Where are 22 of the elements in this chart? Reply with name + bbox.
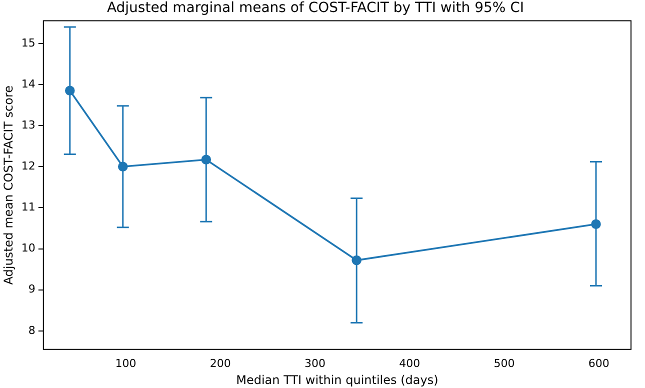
x-axis-title: Median TTI within quintiles (days) xyxy=(236,372,438,387)
y-tick-label: 10 xyxy=(21,242,36,255)
x-tick-label: 500 xyxy=(494,356,515,370)
y-tick-label: 14 xyxy=(21,77,36,90)
point xyxy=(591,219,601,230)
y-tick-label: 11 xyxy=(21,200,36,214)
point xyxy=(64,86,75,96)
point xyxy=(352,255,362,266)
x-tick-label: 200 xyxy=(210,356,231,370)
y-tick-label: 8 xyxy=(28,324,36,337)
x-tick-label: 100 xyxy=(115,356,136,370)
x-tick-label: 400 xyxy=(399,356,420,370)
x-tick-label: 300 xyxy=(304,356,326,370)
x-tick-label: 600 xyxy=(588,356,610,370)
y-tick-label: 9 xyxy=(28,282,36,296)
y-axis-title: Adjusted mean COST-FACIT score xyxy=(1,85,16,285)
point xyxy=(118,162,128,172)
chart-title: Adjusted marginal means of COST-FACIT by TTI with 95% CI xyxy=(106,0,524,16)
y-tick-label: 13 xyxy=(21,118,36,132)
point xyxy=(201,154,212,165)
y-tick-label: 12 xyxy=(21,159,36,172)
y-tick-label: 15 xyxy=(21,36,36,50)
